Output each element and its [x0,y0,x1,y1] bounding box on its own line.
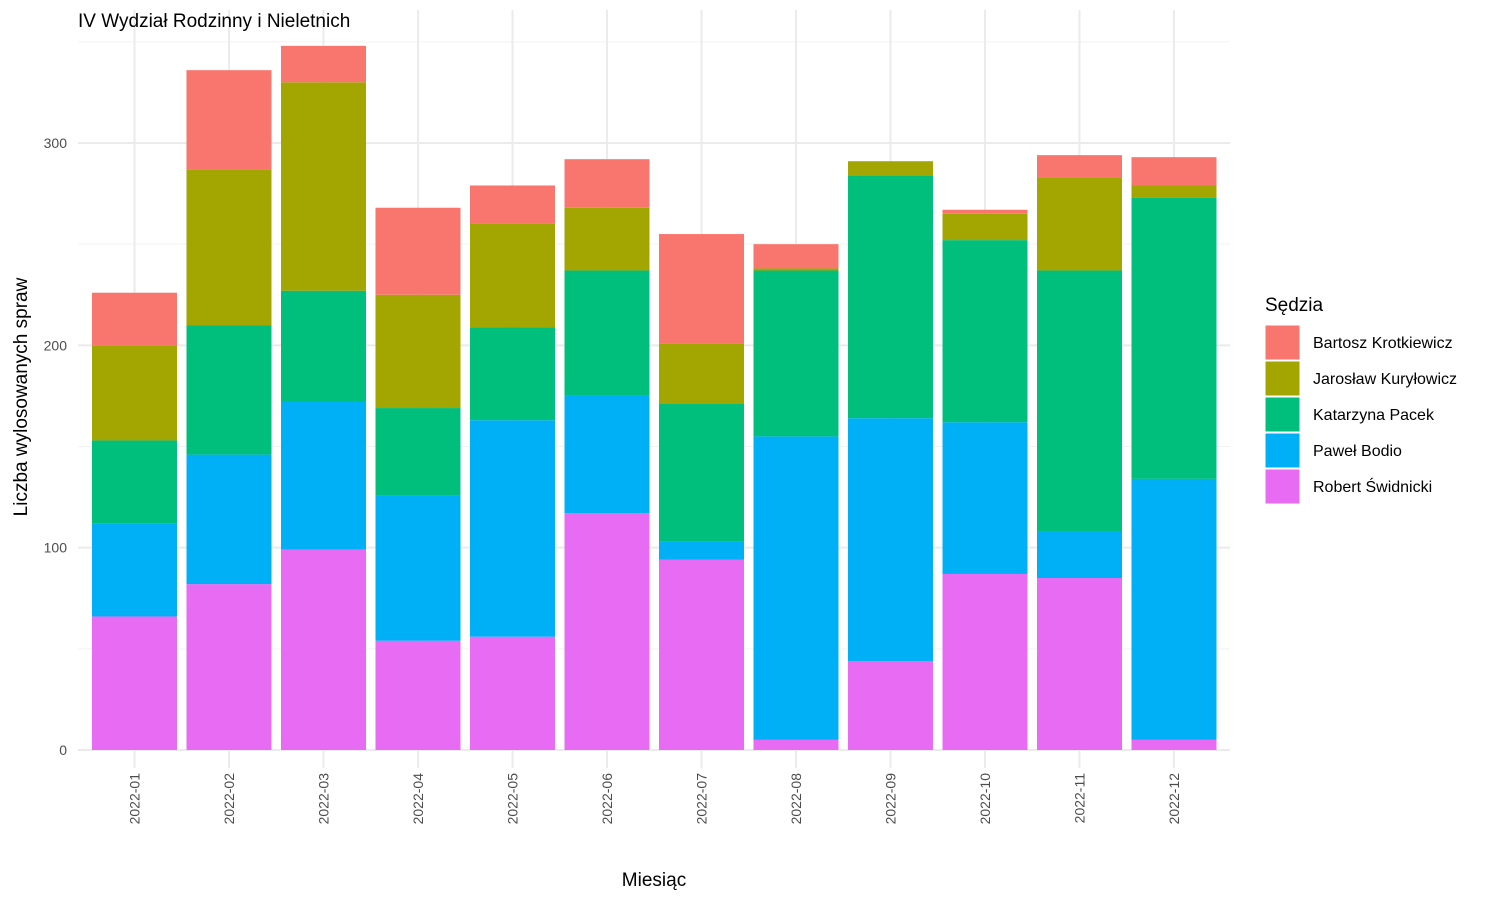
y-tick-label: 200 [44,337,68,353]
legend-key [1264,360,1301,397]
legend-label: Jarosław Kuryłowicz [1313,371,1457,388]
x-tick-label: 2022-11 [1072,773,1088,824]
x-tick-label: 2022-05 [505,773,521,825]
legend-label: Katarzyna Pacek [1313,407,1435,424]
bar-segment [186,454,272,585]
x-tick-label: 2022-09 [883,773,899,825]
bar-segment [470,327,555,421]
bar-segment [1131,478,1217,740]
bar-segment [659,404,744,542]
y-tick-label: 100 [44,540,68,556]
bar-segment [375,294,461,409]
bar-segment [942,240,1028,423]
bar-segment [942,573,1028,750]
bar-segment [470,420,555,637]
bar-segment [848,660,933,750]
bar-segment [942,209,1028,214]
bar-segment [92,616,177,750]
bar-segment [92,440,177,524]
y-axis: 0 100 200 300 [44,135,68,758]
bar-segment [186,584,272,750]
y-tick-label: 0 [59,742,67,758]
x-tick-label: 2022-03 [316,773,332,825]
bar-segment [470,223,555,328]
y-axis-title: Liczba wylosowanych spraw [11,277,32,516]
bar-segment [564,207,650,271]
legend-key [1264,396,1301,433]
x-tick-label: 2022-12 [1166,773,1182,825]
bar-segment [848,161,933,176]
bar-segment [375,640,461,750]
bar-segment [186,169,272,326]
bar-segment [281,82,366,291]
x-tick-label: 2022-04 [410,773,426,825]
bar-segment [92,292,177,346]
bar-segment [186,325,272,455]
bar-segment [848,175,933,419]
bar-segment [942,213,1028,241]
bar-segment [470,636,555,750]
bar-segment [281,549,366,750]
x-tick-label: 2022-08 [788,773,804,825]
bar-segment [564,513,650,750]
bar-segment [753,739,839,750]
bar-segment [659,234,744,344]
bar-segment [1131,157,1217,186]
legend-title: Sędzia [1265,295,1324,316]
bar-segment [1037,155,1122,178]
bar-segment [92,345,177,441]
bar-segment [470,185,555,224]
legend: Sędzia Bartosz Krotkiewicz Jarosław Kurył… [1264,295,1457,505]
bar-segment [1131,197,1217,479]
bar-segment [375,207,461,295]
bar-segment [1037,177,1122,271]
bar-segment [564,395,650,514]
legend-key [1264,468,1301,505]
bar-segment [375,495,461,641]
chart-title: IV Wydział Rodzinny i Nieletnich [78,11,350,32]
bar-segment [1037,531,1122,579]
bar-segment [281,45,366,83]
bar-segment [92,523,177,617]
x-tick-label: 2022-02 [221,773,237,825]
bar-segment [186,70,272,170]
bar-segment [659,343,744,405]
bar-segment [281,401,366,550]
bar-segment [753,436,839,740]
x-tick-label: 2022-10 [977,773,993,825]
x-tick-label: 2022-01 [127,773,143,825]
bar-segment [753,268,839,271]
bar-segment [848,418,933,661]
bar-segment [753,244,839,269]
legend-label: Paweł Bodio [1313,443,1402,460]
bar-segment [1037,270,1122,532]
bar-segment [564,270,650,396]
bar-segment [1131,739,1217,750]
bar-segment [942,422,1028,574]
legend-label: Robert Świdnicki [1313,477,1432,496]
bars-layer [92,45,1217,750]
legend-key [1264,432,1301,469]
x-tick-label: 2022-07 [694,773,710,825]
legend-key [1264,324,1301,361]
bar-segment [659,559,744,750]
bar-segment [659,541,744,560]
legend-label: Bartosz Krotkiewicz [1313,335,1453,352]
x-axis-title: Miesiąc [622,870,686,891]
bar-segment [281,290,366,402]
bar-segment [1037,578,1122,750]
bar-segment [753,270,839,437]
bar-segment [564,159,650,208]
bar-segment [375,408,461,496]
y-tick-label: 300 [44,135,68,151]
bar-segment [1131,185,1217,198]
x-tick-label: 2022-06 [599,773,615,825]
x-axis: 2022-01 2022-02 2022-03 2022-04 2022-05 2022-… [127,773,1183,825]
